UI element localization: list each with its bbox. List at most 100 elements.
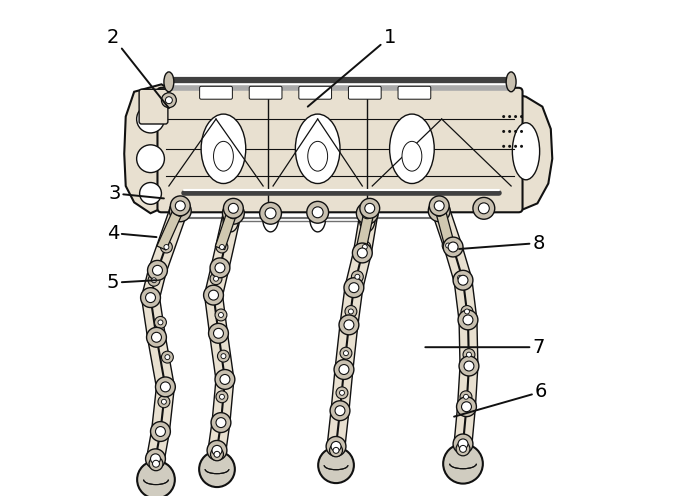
- Circle shape: [344, 320, 354, 330]
- Circle shape: [345, 306, 357, 317]
- Circle shape: [355, 274, 360, 279]
- Circle shape: [147, 327, 167, 347]
- Circle shape: [356, 202, 378, 224]
- Polygon shape: [208, 421, 230, 452]
- Polygon shape: [356, 207, 375, 251]
- Circle shape: [218, 312, 224, 317]
- Polygon shape: [454, 406, 475, 445]
- Circle shape: [169, 200, 191, 222]
- Circle shape: [462, 402, 471, 412]
- Polygon shape: [150, 458, 163, 469]
- Circle shape: [312, 207, 323, 218]
- Circle shape: [464, 361, 474, 371]
- Circle shape: [210, 258, 230, 278]
- Circle shape: [220, 394, 224, 399]
- Polygon shape: [430, 203, 462, 250]
- Circle shape: [216, 418, 226, 428]
- Ellipse shape: [512, 123, 540, 180]
- Circle shape: [152, 278, 156, 283]
- Text: 2: 2: [107, 28, 169, 108]
- Circle shape: [214, 276, 218, 281]
- Circle shape: [464, 309, 469, 314]
- Circle shape: [221, 354, 226, 359]
- Ellipse shape: [295, 114, 340, 184]
- Circle shape: [175, 201, 185, 211]
- Polygon shape: [157, 204, 185, 250]
- Circle shape: [349, 283, 359, 293]
- Circle shape: [199, 451, 235, 487]
- Polygon shape: [212, 378, 234, 424]
- Circle shape: [340, 347, 352, 359]
- Circle shape: [339, 390, 345, 395]
- Circle shape: [152, 460, 159, 467]
- Circle shape: [514, 145, 517, 148]
- Circle shape: [458, 275, 468, 285]
- Circle shape: [443, 237, 463, 257]
- Circle shape: [458, 275, 462, 280]
- Text: 8: 8: [459, 234, 545, 252]
- Circle shape: [461, 306, 473, 317]
- Circle shape: [343, 351, 348, 356]
- Circle shape: [146, 293, 156, 303]
- Circle shape: [520, 145, 523, 148]
- Circle shape: [448, 242, 458, 252]
- FancyBboxPatch shape: [250, 86, 282, 99]
- Ellipse shape: [214, 141, 233, 171]
- Circle shape: [352, 271, 363, 283]
- Circle shape: [154, 316, 167, 328]
- Polygon shape: [435, 204, 455, 248]
- Circle shape: [358, 248, 367, 258]
- Polygon shape: [331, 369, 353, 412]
- Circle shape: [429, 196, 449, 216]
- Polygon shape: [459, 320, 478, 366]
- Circle shape: [330, 444, 343, 457]
- Circle shape: [137, 461, 175, 496]
- Circle shape: [146, 449, 165, 469]
- Circle shape: [428, 200, 450, 222]
- Circle shape: [220, 245, 224, 249]
- Circle shape: [344, 278, 364, 298]
- Ellipse shape: [201, 114, 245, 184]
- Circle shape: [503, 115, 505, 118]
- Text: 5: 5: [107, 273, 156, 292]
- Polygon shape: [141, 296, 165, 339]
- Circle shape: [333, 447, 339, 453]
- Circle shape: [479, 203, 490, 214]
- Polygon shape: [149, 203, 189, 273]
- Ellipse shape: [402, 141, 422, 171]
- Circle shape: [456, 442, 470, 456]
- Circle shape: [150, 422, 171, 441]
- Circle shape: [215, 370, 235, 389]
- FancyBboxPatch shape: [200, 86, 233, 99]
- Circle shape: [203, 285, 224, 305]
- Circle shape: [454, 272, 466, 284]
- Circle shape: [514, 130, 517, 133]
- Circle shape: [228, 208, 239, 219]
- Polygon shape: [205, 294, 227, 334]
- Circle shape: [460, 391, 472, 403]
- Circle shape: [211, 413, 231, 433]
- Circle shape: [164, 245, 169, 249]
- Circle shape: [503, 130, 505, 133]
- Circle shape: [218, 350, 229, 362]
- Text: 3: 3: [108, 184, 164, 203]
- Text: 6: 6: [454, 382, 547, 417]
- Circle shape: [348, 309, 354, 314]
- Circle shape: [334, 360, 354, 379]
- Circle shape: [456, 397, 477, 417]
- Circle shape: [442, 240, 454, 251]
- Circle shape: [216, 241, 228, 253]
- Polygon shape: [147, 430, 169, 460]
- Circle shape: [215, 263, 225, 273]
- Circle shape: [520, 130, 523, 133]
- FancyBboxPatch shape: [158, 88, 522, 212]
- Circle shape: [360, 198, 379, 218]
- Circle shape: [445, 243, 451, 248]
- Circle shape: [458, 310, 478, 330]
- Circle shape: [514, 115, 517, 118]
- Circle shape: [222, 202, 244, 224]
- Circle shape: [160, 241, 172, 253]
- Circle shape: [152, 265, 163, 275]
- Polygon shape: [498, 92, 552, 211]
- Circle shape: [260, 202, 282, 224]
